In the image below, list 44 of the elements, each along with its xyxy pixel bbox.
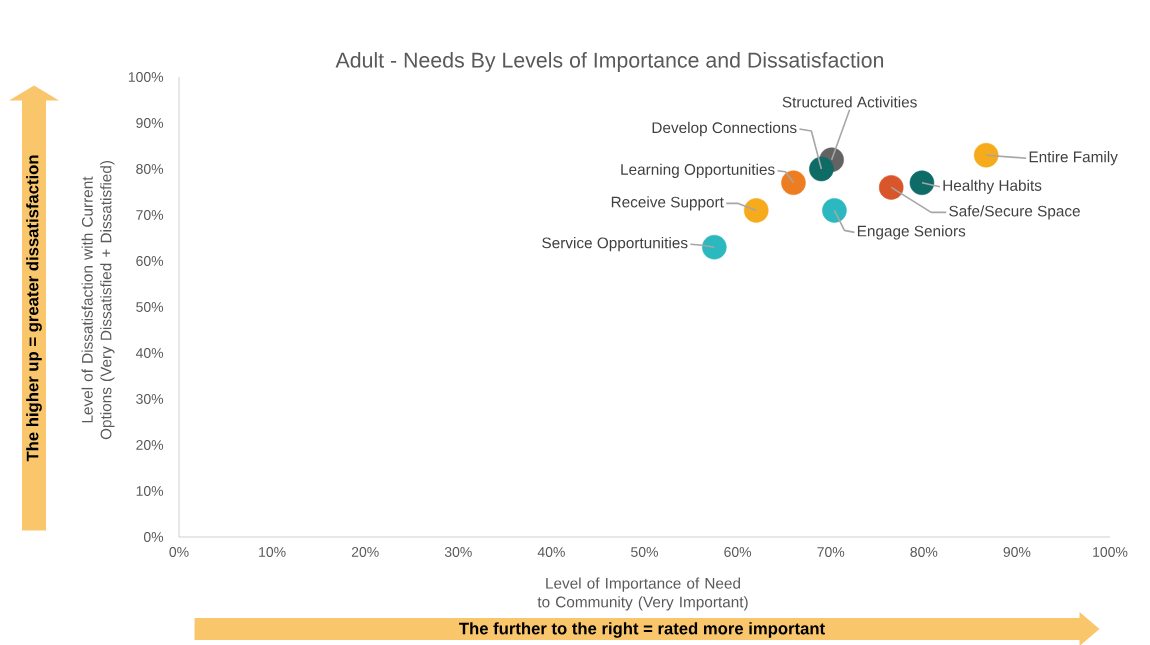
y-tick-label: 90% [136,118,164,128]
x-tick-label: 0% [169,547,189,557]
y-tick-label: 40% [135,348,164,358]
annotation: Learning Opportunities [621,163,775,178]
y-tick-label: 50% [136,302,164,312]
x-tick-label: 20% [351,547,379,557]
x-tick-label: 10% [259,547,286,557]
x-axis-title: Level of Importance of Need to Community (Very Important) [537,577,748,611]
point [702,234,727,260]
y-tick-label: 60% [136,256,164,266]
annotation: Engage Seniors [857,225,966,240]
point [781,170,806,196]
x-tick-label: 60% [724,547,752,557]
y-tick-label: 10% [136,486,164,496]
y-tick-label: 70% [136,210,164,220]
x-tick-label: 90% [1003,547,1031,557]
point [878,175,904,200]
x-tick-label: 100% [1093,547,1128,557]
chart-title: Adult - Needs By Levels of Importance and Dissatisfaction [335,52,884,72]
y-tick-label: 80% [136,164,164,174]
x-tick-label: 30% [444,547,472,557]
y-tick-label: 100% [128,72,164,82]
x-tick-label: 50% [631,547,658,557]
x-tick-label: 80% [910,547,938,557]
point [973,142,999,168]
annotation: Safe/Secure Space [949,205,1080,220]
point [809,156,834,182]
point [743,198,769,223]
y-tick-label: 0% [143,532,164,542]
text: The further to the right = rated more important [459,622,825,638]
annotation: Receive Support [611,196,724,211]
annotation: Healthy Habits [943,179,1042,194]
point [822,198,847,223]
point [909,170,935,196]
y-tick-label: 30% [136,394,164,404]
annotation: Structured Activities [782,96,917,108]
annotation: Develop Connections [652,121,797,137]
annotation: Service Opportunities [542,237,688,252]
text: The higher up = greater dissatisfaction [26,155,42,462]
annotation: Entire Family [1029,151,1118,166]
x-tick-label: 70% [817,547,845,557]
x-tick-label: 40% [537,547,565,557]
y-tick-label: 20% [136,440,164,450]
y-axis-title: Level of Dissatisfaction with Current Options (Very Dissatisfied + Dissatisfied) [81,161,115,440]
